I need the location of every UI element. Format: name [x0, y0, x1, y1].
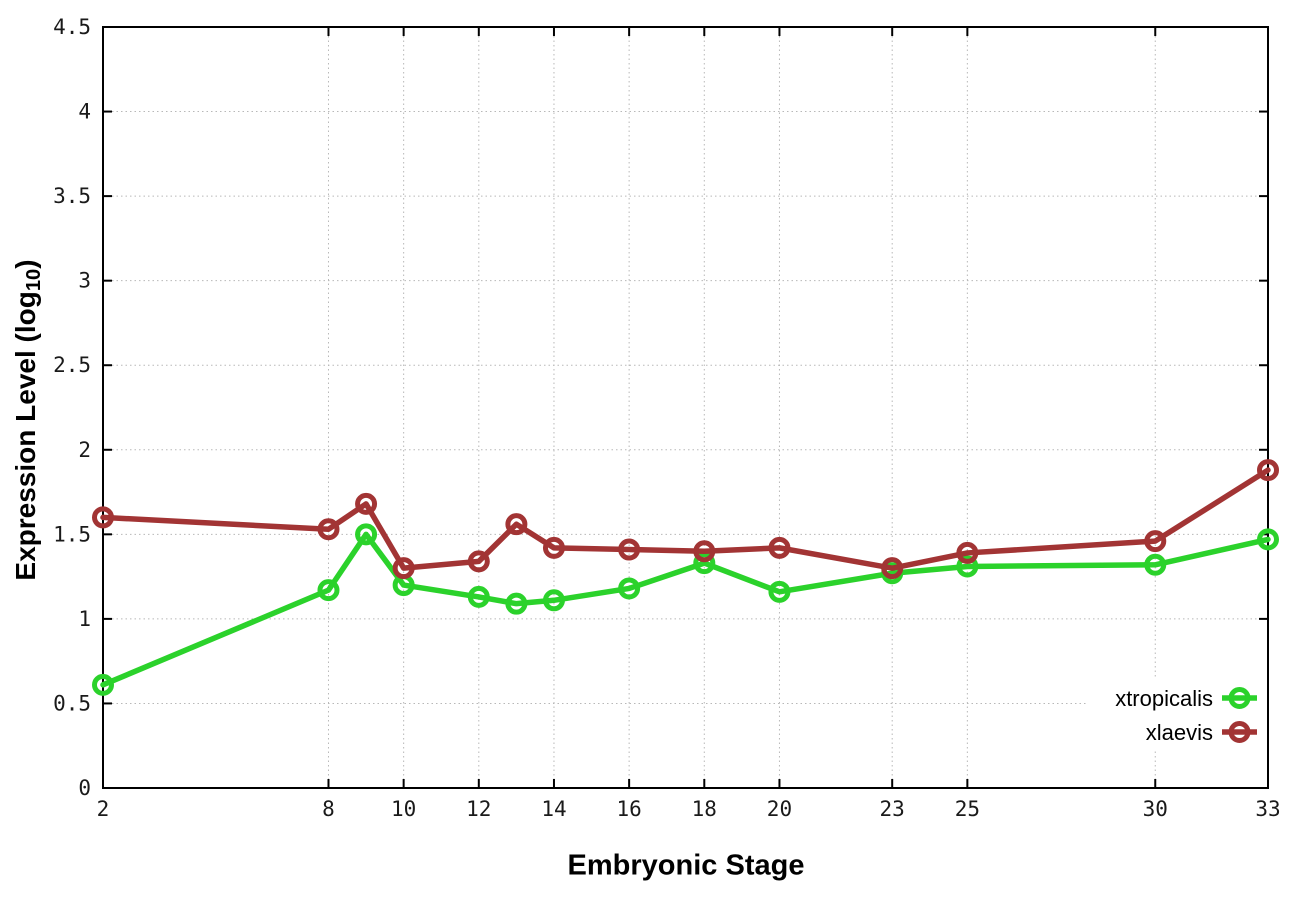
x-tick-label: 20: [767, 797, 792, 821]
data-point-xtropicalis-9: [355, 523, 378, 546]
x-tick-label: 23: [880, 797, 905, 821]
data-point-xlaevis-18: [693, 540, 716, 563]
data-point-xlaevis-12: [467, 550, 490, 573]
x-axis-title: Embryonic Stage: [567, 849, 805, 882]
y-tick-label: 4.5: [53, 15, 91, 39]
x-tick-label: 16: [616, 797, 641, 821]
x-tick-label: 33: [1255, 797, 1280, 821]
data-point-xlaevis-13: [505, 513, 528, 536]
data-point-xtropicalis-25: [956, 555, 979, 578]
x-tick-label: 14: [541, 797, 566, 821]
data-point-xtropicalis-2: [92, 673, 114, 696]
plot-border: [102, 26, 1269, 789]
y-tick-label: 0.5: [53, 691, 91, 715]
data-point-xlaevis-9: [355, 492, 378, 515]
y-tick-label: 2: [78, 438, 91, 462]
data-point-xlaevis-30: [1144, 530, 1167, 553]
x-tick-label: 30: [1143, 797, 1168, 821]
data-point-xtropicalis-20: [768, 580, 791, 603]
data-point-xlaevis-2: [92, 506, 114, 529]
y-tick-label: 3.5: [53, 184, 91, 208]
y-tick-label: 2.5: [53, 353, 91, 377]
y-tick-label: 0: [78, 776, 91, 800]
data-point-xlaevis-20: [768, 536, 791, 559]
data-point-xtropicalis-12: [467, 585, 490, 608]
data-point-xlaevis-10: [392, 557, 415, 580]
legend-label-xlaevis: xlaevis: [1146, 720, 1213, 745]
data-point-xtropicalis-18: [693, 552, 716, 575]
data-point-xtropicalis-8: [317, 579, 340, 602]
y-axis-title-close: ): [9, 259, 41, 269]
x-tick-label: 18: [692, 797, 717, 821]
data-point-xlaevis-33: [1257, 459, 1279, 482]
data-point-xlaevis-23: [881, 557, 904, 580]
data-point-xtropicalis-13: [505, 592, 528, 615]
data-point-xlaevis-25: [956, 541, 979, 564]
data-point-xtropicalis-30: [1144, 553, 1167, 576]
data-point-xtropicalis-33: [1257, 528, 1279, 551]
y-axis-title: Expression Level (log10): [10, 259, 46, 580]
x-tick-label: 25: [955, 797, 980, 821]
x-tick-label: 2: [97, 797, 110, 821]
legend-label-xtropicalis: xtropicalis: [1115, 686, 1213, 711]
y-tick-label: 4: [78, 100, 91, 124]
x-tick-label: 12: [466, 797, 491, 821]
x-tick-label: 8: [322, 797, 335, 821]
x-tick-label: 10: [391, 797, 416, 821]
data-point-xtropicalis-14: [542, 589, 565, 612]
data-point-xlaevis-8: [317, 518, 340, 541]
legend-marker-xtropicalis: [1228, 687, 1251, 709]
series-line-xtropicalis: [100, 531, 1271, 688]
data-point-xtropicalis-16: [618, 577, 641, 600]
series-line-xlaevis: [100, 467, 1271, 571]
y-axis-title-main: Expression Level (log: [9, 291, 41, 581]
y-axis-title-subscript: 10: [23, 268, 46, 292]
data-point-xlaevis-14: [542, 536, 565, 559]
legend-marker-xlaevis: [1228, 721, 1251, 743]
y-tick-label: 3: [78, 269, 91, 293]
y-tick-label: 1: [78, 607, 91, 631]
y-tick-label: 1.5: [53, 522, 91, 546]
data-point-xlaevis-16: [618, 538, 641, 561]
